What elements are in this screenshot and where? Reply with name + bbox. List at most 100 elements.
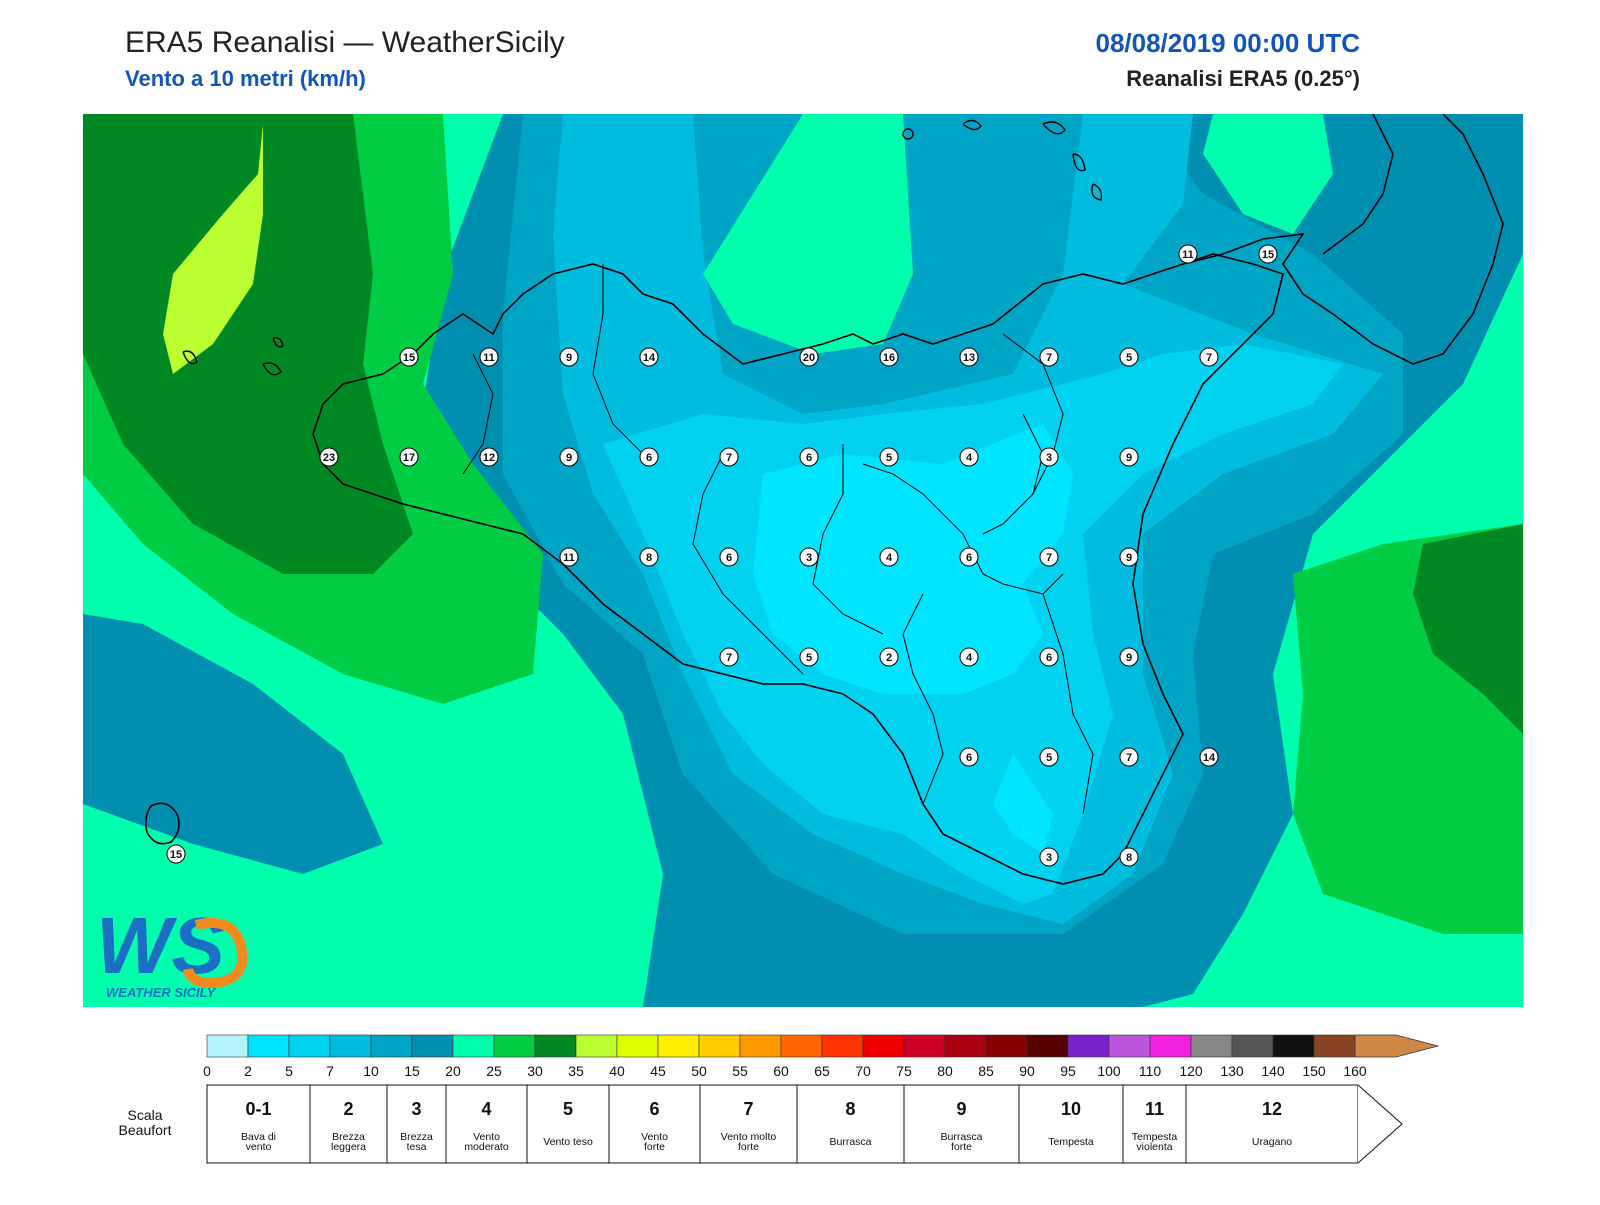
colorbar-tick: 0: [203, 1063, 211, 1079]
station-marker: 7: [1039, 347, 1059, 367]
colorbar-tick: 80: [937, 1063, 953, 1079]
logo-w-glyph: WS: [96, 905, 225, 990]
station-circle: [1119, 447, 1139, 467]
station-marker: 2: [879, 647, 899, 667]
beaufort-cell: [796, 1084, 905, 1164]
station-value: 15: [1262, 249, 1274, 261]
station-circle: [879, 647, 899, 667]
colorbar-tick: 7: [326, 1063, 334, 1079]
colorbar-tick: 35: [568, 1063, 584, 1079]
beaufort-name: Uragano: [1252, 1136, 1292, 1148]
station-marker: 5: [799, 647, 819, 667]
station-value: 4: [966, 452, 973, 464]
beaufort-name-2: leggera: [331, 1141, 366, 1153]
beaufort-cell: [309, 1084, 388, 1164]
colorbar-swatch: [1231, 1034, 1274, 1058]
station-circle: [559, 547, 579, 567]
map-title: ERA5 Reanalisi — WeatherSicily: [125, 26, 565, 59]
station-marker: 7: [1119, 747, 1139, 767]
station-value: 9: [1126, 452, 1132, 464]
station-value: 5: [886, 452, 892, 464]
station-circle: [1199, 347, 1219, 367]
wind-zone-25-30-east: [1413, 524, 1523, 734]
beaufort-number: 4: [481, 1099, 491, 1119]
colorbar-swatch: [575, 1034, 618, 1058]
colorbar-swatch: [739, 1034, 782, 1058]
station-circle: [719, 547, 739, 567]
station-circle: [959, 647, 979, 667]
legend: 0 2 5 7 10 15 20 25 30 35 40 45 50 55 60 65 70 75 80 85 90 95…: [0, 1030, 1600, 1200]
beaufort-name: Vento molto: [721, 1131, 777, 1143]
station-value: 4: [886, 552, 893, 564]
station-value: 17: [403, 452, 415, 464]
beaufort-number: 9: [956, 1099, 966, 1119]
colorbar-swatch: [985, 1034, 1028, 1058]
station-marker: 5: [1119, 347, 1139, 367]
station-marker: 5: [1039, 747, 1059, 767]
station-value: 9: [1126, 552, 1132, 564]
station-marker: 9: [1119, 647, 1139, 667]
beaufort-name: Vento teso: [543, 1136, 593, 1148]
station-marker: 15: [399, 347, 419, 367]
station-value: 13: [963, 352, 975, 364]
station-circle: [1119, 747, 1139, 767]
beaufort-number: 8: [845, 1099, 855, 1119]
station-marker: 17: [399, 447, 419, 467]
station-marker: 13: [959, 347, 979, 367]
colorbar-tick: 55: [732, 1063, 748, 1079]
beaufort-cell: [445, 1084, 528, 1164]
station-marker: 7: [719, 447, 739, 467]
wind-zone-10-15-sw: [83, 614, 383, 874]
colorbar-tick: 2: [244, 1063, 252, 1079]
station-value: 23: [323, 452, 335, 464]
beaufort-number: 11: [1145, 1099, 1164, 1119]
station-marker: 4: [959, 647, 979, 667]
colorbar-swatch: [1313, 1034, 1356, 1058]
beaufort-label-1: Scala: [127, 1107, 162, 1123]
station-marker: 23: [319, 447, 339, 467]
station-circle: [799, 347, 819, 367]
station-marker: 4: [959, 447, 979, 467]
station-circle: [1119, 547, 1139, 567]
station-circle: [1039, 747, 1059, 767]
station-circle: [1039, 347, 1059, 367]
map-datetime: 08/08/2019 00:00 UTC: [1095, 28, 1360, 58]
station-circle: [559, 347, 579, 367]
colorbar-tick: 65: [814, 1063, 830, 1079]
calabria-coast-north: [1322, 114, 1394, 255]
station-value: 7: [1126, 752, 1132, 764]
station-value: 14: [1203, 752, 1216, 764]
aeolian-islands: [902, 119, 1103, 201]
station-value: 8: [1126, 852, 1132, 864]
colorbar-swatch: [821, 1034, 864, 1058]
station-circle: [959, 547, 979, 567]
colorbar-tick: 10: [363, 1063, 379, 1079]
colorbar-tick: 95: [1060, 1063, 1076, 1079]
colorbar-tick: 45: [650, 1063, 666, 1079]
colorbar-swatch: [780, 1034, 823, 1058]
beaufort-number: 5: [563, 1099, 573, 1119]
station-marker: 11: [559, 547, 579, 567]
station-value: 7: [726, 452, 732, 464]
station-value: 14: [643, 352, 656, 364]
station-marker: 3: [799, 547, 819, 567]
station-value: 15: [403, 352, 415, 364]
station-markers: 15 11 9 14 20 16 13 7 5 723 17 12 9 6 7 6 5 4 3 911 8 6 3 4 6 7 97…: [166, 244, 1278, 867]
beaufort-name-2: tesa: [407, 1141, 427, 1153]
station-value: 6: [1046, 652, 1052, 664]
beaufort-name: Vento: [473, 1131, 500, 1143]
station-value: 5: [1046, 752, 1052, 764]
wind-zone-0-2-south: [993, 754, 1053, 854]
egadi-islands: [182, 336, 284, 376]
colorbar-tick: 25: [486, 1063, 502, 1079]
station-circle: [879, 547, 899, 567]
colorbar-swatch: [944, 1034, 987, 1058]
colorbar-swatch: [206, 1034, 249, 1058]
station-circle: [1178, 244, 1198, 264]
station-value: 3: [1046, 452, 1052, 464]
station-marker: 14: [1199, 747, 1219, 767]
beaufort-number: 0-1: [245, 1099, 271, 1119]
station-circle: [1119, 847, 1139, 867]
beaufort-name: Vento: [641, 1131, 668, 1143]
